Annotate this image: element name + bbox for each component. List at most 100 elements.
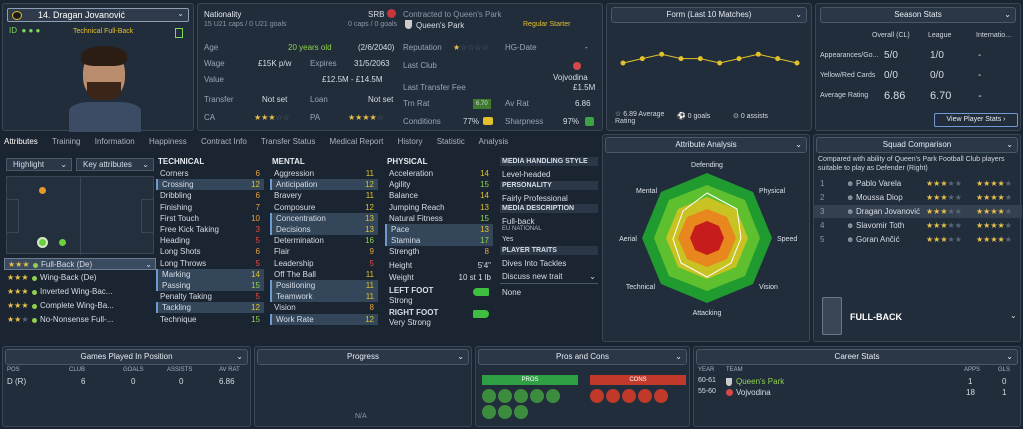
attribute-row[interactable]: Finishing 7 (156, 202, 264, 213)
tab-analysis[interactable]: Analysis (478, 137, 509, 146)
attribute-row[interactable]: Pace 13 (385, 224, 493, 235)
career-team-link[interactable]: Vojvodina (736, 388, 771, 397)
highlight-dropdown[interactable]: Highlight ⌄ (6, 158, 72, 171)
season-header[interactable]: Season Stats ⌄ (820, 7, 1016, 23)
pro-badge-icon[interactable] (482, 389, 496, 403)
squad-rank: 2 (820, 193, 825, 202)
pro-badge-icon[interactable] (530, 389, 544, 403)
tab-training[interactable]: Training (51, 137, 81, 146)
attribute-row[interactable]: Aggression 11 (270, 168, 378, 179)
squad-player-row[interactable]: 5 ☻ Goran Ančić ★★★★★ ★★★★★ (814, 233, 1022, 246)
chevron-down-icon: ⌄ (60, 160, 67, 169)
attribute-row[interactable]: Tackling 12 (156, 302, 264, 314)
attribute-row[interactable]: Bravery 11 (270, 190, 378, 201)
role-row[interactable]: ★★★ Inverted Wing-Bac... (4, 286, 156, 298)
attribute-row[interactable]: Determination 16 (270, 235, 378, 246)
pro-badge-icon[interactable] (498, 405, 512, 419)
attribute-row[interactable]: Corners 6 (156, 168, 264, 179)
attribute-row[interactable]: Work Rate 12 (270, 313, 378, 325)
squad-player-row[interactable]: 2 ☻ Moussa Diop ★★★★★ ★★★★★ (814, 191, 1022, 204)
career-team-link[interactable]: Queen's Park (736, 377, 785, 386)
attribute-name: Vision (274, 303, 296, 313)
pc-header[interactable]: Pros and Cons ⌄ (478, 349, 687, 365)
role-row[interactable]: ★★★ Full-Back (De) ⌄ (4, 258, 156, 270)
con-badge-icon[interactable] (622, 389, 636, 403)
attribute-row[interactable]: Concentration 13 (270, 212, 378, 224)
tab-happiness[interactable]: Happiness (148, 137, 187, 146)
squad-header[interactable]: Squad Comparison ⌄ (816, 137, 1018, 153)
attribute-row[interactable]: Acceleration 14 (385, 168, 493, 179)
attribute-row[interactable]: Positioning 11 (270, 280, 378, 291)
chevron-down-icon[interactable]: ⌄ (1010, 311, 1017, 320)
role-row[interactable]: ★★★ Wing-Back (De) (4, 272, 156, 284)
attribute-row[interactable]: Technique 15 (156, 314, 264, 325)
attribute-row[interactable]: Balance 14 (385, 190, 493, 201)
squad-player-row[interactable]: 1 ☻ Pablo Varela ★★★★★ ★★★★★ (814, 177, 1022, 190)
attribute-row[interactable]: Strength 8 (385, 246, 493, 257)
attribute-row[interactable]: Long Throws 5 (156, 258, 264, 269)
pro-badge-icon[interactable] (482, 405, 496, 419)
caps-text: 15 U21 caps / 0 U21 goals (204, 21, 287, 28)
attribute-row[interactable]: Marking 14 (156, 268, 264, 280)
club-link[interactable]: Queen's Park (416, 21, 465, 30)
clipboard-icon[interactable] (175, 28, 183, 38)
tab-attributes[interactable]: Attributes (4, 137, 38, 146)
tab-transfer-status[interactable]: Transfer Status (260, 137, 316, 146)
form-header[interactable]: Form (Last 10 Matches) ⌄ (611, 7, 807, 23)
attribute-row[interactable]: Dribbling 6 (156, 190, 264, 201)
attribute-name: Dribbling (160, 191, 192, 201)
analysis-header[interactable]: Attribute Analysis ⌄ (605, 137, 807, 153)
attribute-row[interactable]: Free Kick Taking 3 (156, 224, 264, 235)
progress-header[interactable]: Progress ⌄ (257, 349, 469, 365)
attribute-row[interactable]: Off The Ball 11 (270, 269, 378, 280)
attribute-row[interactable]: Heading 5 (156, 235, 264, 246)
attribute-row[interactable]: Anticipation 12 (270, 179, 378, 191)
attribute-row[interactable]: First Touch 10 (156, 213, 264, 224)
role-row[interactable]: ★★★ No-Nonsense Full-... (4, 314, 156, 326)
con-badge-icon[interactable] (606, 389, 620, 403)
attribute-row[interactable]: Penalty Taking 5 (156, 291, 264, 302)
attribute-row[interactable]: Long Shots 6 (156, 246, 264, 257)
tab-history[interactable]: History (397, 137, 423, 146)
key-attributes-dropdown[interactable]: Key attributes ⌄ (76, 158, 154, 171)
view-player-stats-button[interactable]: View Player Stats › (934, 113, 1018, 127)
attribute-row[interactable]: Crossing 12 (156, 179, 264, 191)
squad-rank: 1 (820, 179, 825, 188)
career-col: GLS (998, 367, 1011, 373)
attribute-row[interactable]: Flair 9 (270, 246, 378, 257)
vojvodina-crest-icon (726, 389, 733, 396)
gpp-header[interactable]: Games Played In Position ⌄ (5, 349, 248, 365)
pro-badge-icon[interactable] (514, 405, 528, 419)
discuss-trait-dropdown[interactable]: Discuss new trait ⌄ (500, 271, 598, 284)
player-name-dropdown[interactable]: 14. Dragan Jovanović ⌄ (7, 8, 189, 22)
pro-badge-icon[interactable] (514, 389, 528, 403)
con-badge-icon[interactable] (638, 389, 652, 403)
pro-badge-icon[interactable] (498, 389, 512, 403)
squad-player-row[interactable]: 4 ☻ Slavomir Toth ★★★★★ ★★★★★ (814, 219, 1022, 232)
squad-player-row[interactable]: 3 ☻ Dragan Jovanović ★★★★★ ★★★★★ (814, 205, 1022, 218)
con-badge-icon[interactable] (654, 389, 668, 403)
form-point (755, 51, 761, 57)
tab-statistic[interactable]: Statistic (436, 137, 465, 146)
attribute-row[interactable]: Decisions 13 (270, 224, 378, 235)
attribute-row[interactable]: Passing 15 (156, 280, 264, 291)
tab-medical-report[interactable]: Medical Report (329, 137, 384, 146)
squad-player-name: Goran Ančić (856, 235, 900, 244)
career-header[interactable]: Career Stats ⌄ (696, 349, 1018, 365)
tab-contract-info[interactable]: Contract Info (201, 137, 247, 146)
season-title: Season Stats (894, 10, 942, 19)
career-goals: 1 (1002, 388, 1007, 397)
attribute-row[interactable]: Teamwork 11 (270, 291, 378, 303)
attribute-row[interactable]: Vision 8 (270, 302, 378, 313)
attribute-row[interactable]: Stamina 17 (385, 235, 493, 247)
attribute-row[interactable]: Composure 12 (270, 202, 378, 213)
attribute-row[interactable]: Leadership 5 (270, 258, 378, 269)
attribute-row[interactable]: Jumping Reach 13 (385, 202, 493, 213)
tab-information[interactable]: Information (94, 137, 135, 146)
role-row[interactable]: ★★★ Complete Wing-Ba... (4, 300, 156, 312)
attribute-row[interactable]: Natural Fitness 15 (385, 213, 493, 224)
attribute-value: 6 (255, 191, 260, 201)
pro-badge-icon[interactable] (546, 389, 560, 403)
con-badge-icon[interactable] (590, 389, 604, 403)
attribute-row[interactable]: Agility 15 (385, 179, 493, 190)
